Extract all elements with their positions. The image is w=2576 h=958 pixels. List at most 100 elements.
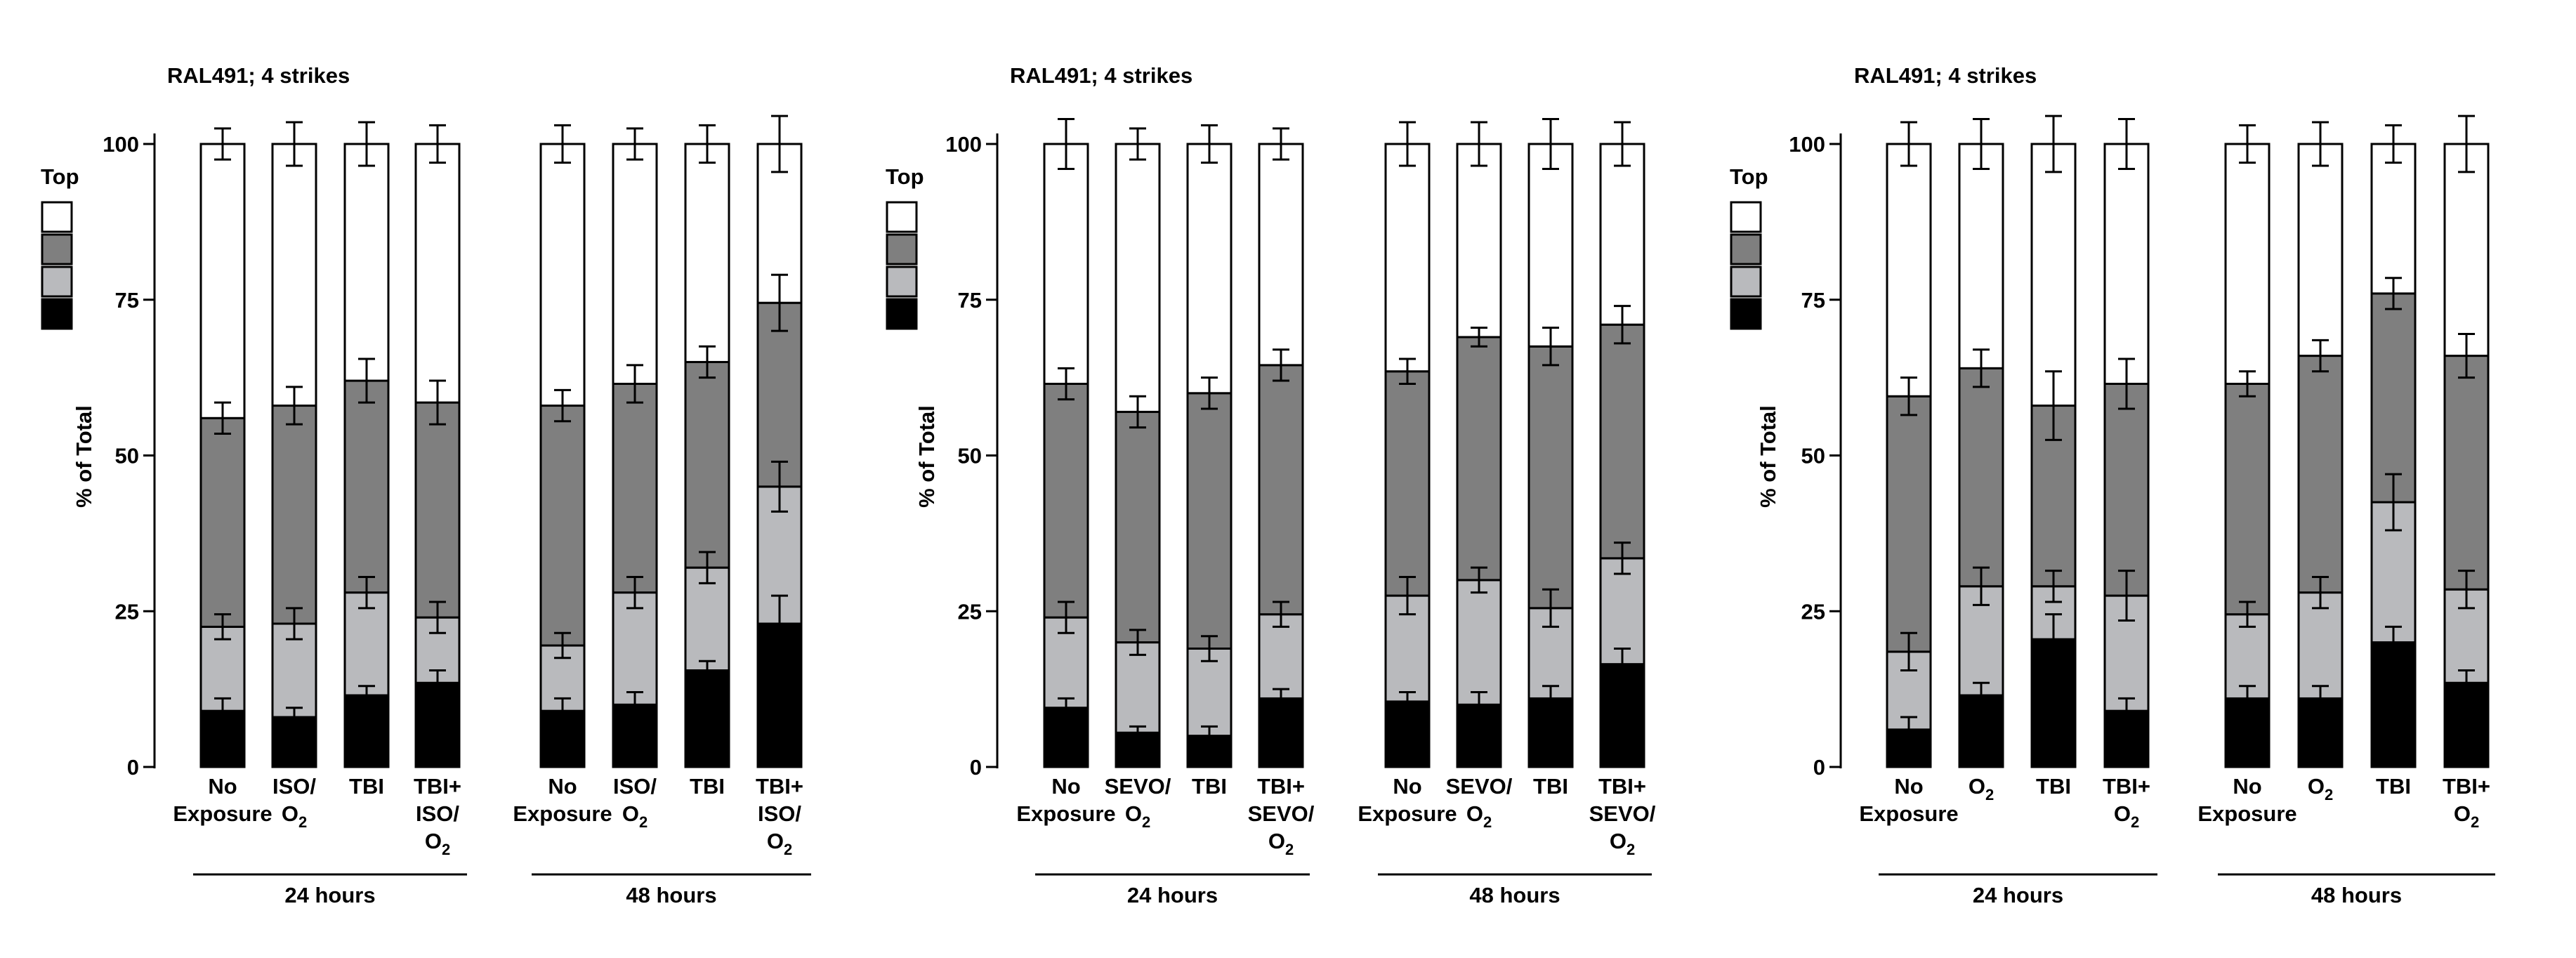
- bar-segment-top: [1599, 143, 1645, 326]
- x-category-label: No: [1393, 774, 1421, 799]
- bar-segment-second: [271, 405, 317, 625]
- x-category-label: ISO/: [613, 774, 657, 799]
- stacked-bar: TBI+ISO/O2: [414, 124, 461, 858]
- x-category-label: TBI: [1533, 774, 1568, 799]
- x-category-label: SEVO/: [1589, 801, 1656, 826]
- stacked-bar: ISO/O2: [271, 121, 317, 831]
- x-category-label: ISO/: [416, 801, 459, 826]
- bar-segment-bottom: [2370, 641, 2417, 768]
- legend-swatch-third: [886, 265, 918, 298]
- bar-segment-second: [1043, 382, 1089, 619]
- legend-label: Top: [886, 164, 924, 189]
- y-tick-label: 100: [103, 132, 139, 157]
- stacked-bar: ISO/O2: [612, 127, 658, 831]
- y-tick-label: 75: [1801, 288, 1825, 313]
- bar-segment-second: [684, 360, 730, 569]
- bar-segment-second: [2297, 355, 2344, 594]
- x-category-label: TBI: [1192, 774, 1227, 799]
- x-category-label: SEVO/: [1446, 774, 1513, 799]
- legend-label: Top: [1730, 164, 1768, 189]
- y-tick-label: 0: [970, 755, 982, 780]
- x-category-label: O2: [2308, 774, 2333, 803]
- legend-swatch-third: [1730, 265, 1762, 298]
- group-label: 24 hours: [1973, 883, 2063, 907]
- stacked-bar: SEVO/O2: [1105, 127, 1171, 831]
- y-tick-label: 0: [127, 755, 139, 780]
- bar-segment-top: [2370, 143, 2417, 295]
- bar-segment-second: [343, 379, 390, 594]
- y-tick-label: 100: [945, 132, 982, 157]
- bar-segment-top: [1384, 143, 1431, 373]
- x-category-label: TBI: [2036, 774, 2071, 799]
- bar-segment-top: [271, 143, 317, 407]
- bar-segment-second: [414, 401, 461, 619]
- x-category-label: TBI+: [1257, 774, 1305, 799]
- bar-segment-top: [1186, 143, 1233, 395]
- x-category-label: SEVO/: [1248, 801, 1315, 826]
- y-tick-label: 25: [115, 599, 139, 624]
- legend-swatch-top: [886, 201, 918, 233]
- chart-title: RAL491; 4 strikes: [167, 63, 350, 88]
- x-category-label: Exposure: [1859, 801, 1958, 826]
- bar-segment-top: [539, 143, 586, 407]
- x-category-label: Exposure: [2197, 801, 2296, 826]
- stacked-bar: TBI: [2030, 114, 2077, 799]
- stacked-bar: TBI: [2370, 124, 2417, 799]
- legend-swatch-second: [41, 233, 73, 265]
- stacked-bar: SEVO/O2: [1446, 121, 1513, 831]
- x-category-label: No: [2233, 774, 2261, 799]
- bar-segment-second: [1456, 336, 1502, 582]
- legend-swatch-second: [886, 233, 918, 265]
- stacked-bar: TBI: [684, 124, 730, 799]
- x-category-label: ISO/: [758, 801, 801, 826]
- y-tick-label: 50: [1801, 444, 1825, 468]
- bar-segment-second: [1599, 323, 1645, 560]
- x-category-label: TBI+: [756, 774, 803, 799]
- x-category-label: O2: [282, 801, 307, 831]
- bar-segment-second: [2103, 382, 2150, 597]
- bar-segment-bottom: [684, 669, 730, 768]
- bar-segment-third: [343, 591, 390, 697]
- x-category-label: ISO/: [272, 774, 316, 799]
- x-category-label: No: [548, 774, 577, 799]
- bar-segment-top: [2224, 143, 2271, 385]
- y-axis-label: % of Total: [72, 405, 96, 508]
- bar-segment-second: [1527, 345, 1574, 610]
- bar-segment-top: [684, 143, 730, 363]
- bar-segment-top: [2443, 143, 2490, 357]
- x-category-label: TBI+: [2103, 774, 2150, 799]
- legend-swatch-top: [41, 201, 73, 233]
- legend-swatch-third: [41, 265, 73, 298]
- bar-segment-top: [1886, 143, 1932, 398]
- bar-segment-top: [343, 143, 390, 382]
- bar-segment-second: [199, 416, 246, 628]
- bar-segment-top: [1958, 143, 2004, 369]
- x-category-label: Exposure: [513, 801, 612, 826]
- bar-segment-third: [1115, 641, 1161, 734]
- bar-segment-top: [1258, 143, 1304, 367]
- bar-segment-third: [684, 566, 730, 672]
- bar-segment-second: [539, 405, 586, 647]
- x-category-label: Exposure: [173, 801, 272, 826]
- bar-segment-top: [2030, 143, 2077, 407]
- y-tick-label: 0: [1813, 755, 1825, 780]
- bar-segment-second: [612, 382, 658, 594]
- bar-segment-second: [756, 301, 803, 488]
- stacked-bar: TBI+ISO/O2: [756, 114, 803, 858]
- x-category-label: TBI: [349, 774, 384, 799]
- stacked-bar: TBI+SEVO/O2: [1248, 127, 1315, 858]
- y-tick-label: 50: [958, 444, 982, 468]
- y-axis-label: % of Total: [914, 405, 939, 508]
- bar-segment-top: [199, 143, 246, 419]
- bar-segment-bottom: [1258, 697, 1304, 768]
- x-category-label: O2: [1268, 829, 1294, 858]
- bar-segment-third: [199, 625, 246, 712]
- bar-segment-bottom: [343, 694, 390, 768]
- x-category-label: TBI+: [414, 774, 461, 799]
- stacked-bar: O2: [1958, 118, 2004, 803]
- bar-segment-third: [1599, 557, 1645, 666]
- bar-segment-top: [1115, 143, 1161, 413]
